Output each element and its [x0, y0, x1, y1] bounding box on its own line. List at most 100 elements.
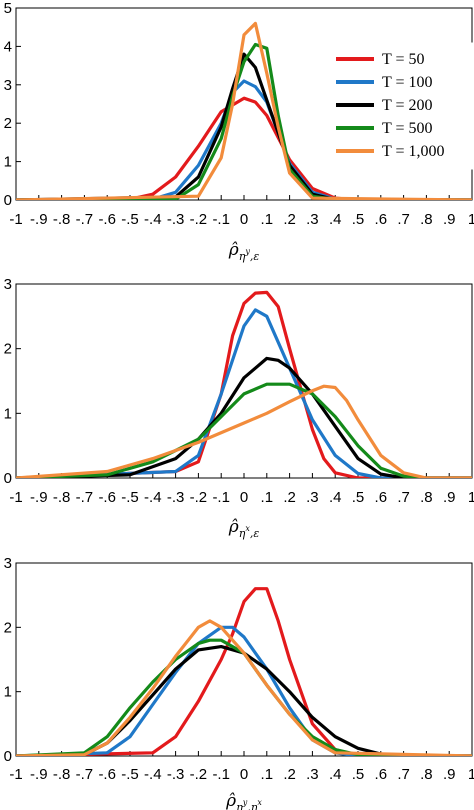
y-tick-label: 1 [4, 405, 12, 422]
x-tick-label: -.4 [144, 489, 162, 506]
x-tick-label: .5 [352, 766, 365, 783]
x-tick-label: -.2 [190, 489, 208, 506]
x-tick-label: .1 [261, 766, 274, 783]
x-tick-label: -.6 [98, 489, 116, 506]
y-tick-label: 1 [4, 684, 12, 701]
x-tick-label: -.8 [53, 211, 71, 228]
y-tick-label: 5 [4, 0, 12, 17]
x-tick-label: .4 [329, 766, 342, 783]
legend-label: T = 100 [382, 74, 433, 91]
x-tick-label: -.6 [98, 766, 116, 783]
series-line-t-200 [16, 52, 472, 200]
x-tick-label: 1 [468, 766, 474, 783]
x-tick-label: .1 [261, 211, 274, 228]
series-line-t-100 [16, 308, 472, 478]
x-tick-label: -.9 [30, 211, 48, 228]
x-tick-label: -.5 [121, 211, 139, 228]
y-tick-label: 0 [4, 470, 12, 487]
legend-label: T = 50 [382, 51, 425, 68]
x-tick-label: 0 [240, 489, 248, 506]
x-tick-label: .2 [283, 211, 296, 228]
legend-label: T = 200 [382, 97, 433, 114]
x-tick-label: -.1 [212, 211, 230, 228]
x-tick-label: 1 [468, 211, 474, 228]
x-tick-label: -.4 [144, 211, 162, 228]
x-tick-label: -.7 [76, 489, 94, 506]
x-tick-label: .7 [397, 766, 410, 783]
chart-panel-2: 0 1 2 3 -1 -.9 -.8 -.7 -.6 -.5 -.4 -.3 -.2 -.1 0 .1 .2 .3… [4, 276, 474, 540]
x-tick-label: .5 [352, 211, 365, 228]
x-tick-label: .4 [329, 489, 342, 506]
legend: T = 50 T = 100 T = 200 T = 500 T = 1,000 [329, 42, 473, 170]
plot-area-frame [15, 562, 473, 757]
x-tick-label: -.3 [167, 766, 185, 783]
x-tick-label: -.4 [144, 766, 162, 783]
chart-panel-1: 0 1 2 3 4 5 -1 -.9 -.8 -.7 -.6 -.5 -.4 -.3 -.2 -.1 0 .1 .2… [4, 0, 474, 263]
x-tick-label: .4 [329, 211, 342, 228]
x-tick-label: .6 [375, 766, 388, 783]
x-tick-label: -.5 [121, 489, 139, 506]
x-tick-label: -.9 [30, 489, 48, 506]
x-tick-label: -.8 [53, 489, 71, 506]
x-tick-label: .8 [420, 489, 433, 506]
y-tick-label: 2 [4, 341, 12, 358]
series-line-t-500 [16, 638, 472, 756]
x-tick-label: .3 [306, 489, 319, 506]
chart-panel-3: 0 1 2 3 -1 -.9 -.8 -.7 -.6 -.5 -.4 -.3 -.2 -.1 0 .1 .2 .3… [4, 555, 474, 810]
x-axis-label-subscript: η [239, 250, 246, 263]
x-axis-label-superscript: x [245, 524, 250, 533]
x-tick-label: .8 [420, 211, 433, 228]
series-line-t-1-000 [16, 21, 472, 200]
y-tick-label: 3 [4, 555, 12, 572]
series-line-t-200 [16, 356, 472, 478]
series-line-t-1-000 [16, 384, 472, 478]
x-tick-label: .3 [306, 211, 319, 228]
x-tick-label: -.1 [212, 489, 230, 506]
x-axis-label-superscript-tail: x [257, 798, 262, 807]
x-tick-label: .8 [420, 766, 433, 783]
x-tick-label: 0 [240, 211, 248, 228]
y-tick-label: 2 [4, 115, 12, 132]
x-axis-label-subscript-tail: ,η [247, 801, 257, 810]
series-line-t-50 [16, 587, 472, 756]
x-axis-label-subscript-tail: ,ε [250, 527, 259, 540]
y-tick-label: 3 [4, 77, 12, 94]
x-tick-label: -.8 [53, 766, 71, 783]
x-tick-label: .7 [397, 489, 410, 506]
x-axis-label-base: ρ̂ [228, 240, 239, 260]
x-tick-label: -.7 [76, 211, 94, 228]
x-tick-label: -1 [9, 489, 22, 506]
x-axis-label-superscript: y [244, 247, 250, 256]
x-tick-label: -1 [9, 766, 22, 783]
x-tick-label: .2 [283, 489, 296, 506]
x-tick-label: .9 [443, 489, 456, 506]
x-tick-label: .7 [397, 211, 410, 228]
x-tick-label: -.3 [167, 211, 185, 228]
plot-area-frame [15, 283, 473, 479]
x-tick-label: -1 [9, 211, 22, 228]
legend-label: T = 500 [382, 120, 433, 137]
x-axis-label-base: ρ̂ [228, 517, 239, 537]
x-axis-label-subscript: η [236, 801, 243, 810]
x-tick-label: 0 [240, 766, 248, 783]
x-tick-label: 1 [468, 489, 474, 506]
x-axis-label-subscript: η [239, 527, 246, 540]
x-tick-label: .6 [375, 489, 388, 506]
x-tick-label: -.6 [98, 211, 116, 228]
y-tick-label: 0 [4, 748, 12, 765]
x-tick-label: .5 [352, 489, 365, 506]
x-tick-label: .6 [375, 211, 388, 228]
y-tick-label: 0 [4, 192, 12, 209]
x-tick-label: -.2 [190, 211, 208, 228]
x-tick-label: .3 [306, 766, 319, 783]
x-tick-label: -.7 [76, 766, 94, 783]
x-tick-label: .2 [283, 766, 296, 783]
y-tick-label: 2 [4, 619, 12, 636]
x-axis-label-superscript: y [242, 798, 248, 807]
x-axis-label: ρ̂ηx,ε [228, 517, 260, 540]
x-tick-label: -.9 [30, 766, 48, 783]
x-tick-label: -.3 [167, 489, 185, 506]
x-tick-label: .9 [443, 766, 456, 783]
x-axis-label-subscript-tail: ,ε [250, 250, 259, 263]
